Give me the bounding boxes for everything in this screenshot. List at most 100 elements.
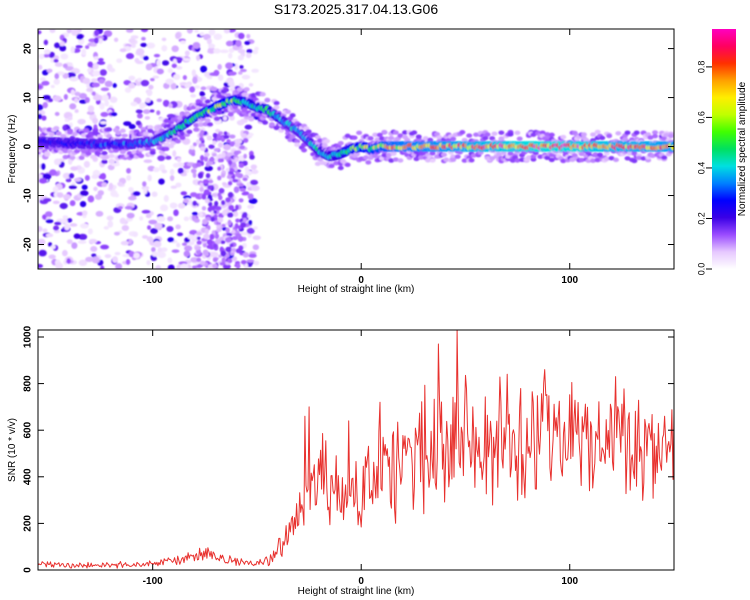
spectrogram-cell: [147, 225, 152, 230]
snr-x-axis-label: Height of straight line (km): [298, 586, 415, 597]
spectrogram-cell: [289, 134, 296, 139]
spectrogram-cell: [516, 136, 523, 141]
spectrogram-cell: [44, 151, 51, 156]
spectrogram-cell: [491, 131, 498, 136]
spectrogram-cell: [147, 174, 152, 182]
spectrogram-cell: [107, 220, 114, 228]
spectrogram-cell: [199, 131, 204, 138]
spectrogram-cell: [68, 158, 73, 165]
spectrogram-cell: [149, 109, 155, 113]
spectrogram-cells: [38, 29, 674, 269]
y-tick-label: 0: [23, 567, 34, 573]
spectrogram-cell: [209, 251, 219, 258]
spectrogram-cell: [202, 218, 208, 225]
spectrogram-cell: [170, 82, 177, 90]
spectrogram-cell: [500, 150, 507, 156]
spectrogram-cell: [220, 250, 227, 257]
spectrogram-cell: [50, 245, 56, 250]
spectrogram-cell: [101, 94, 109, 102]
spectrogram-cell: [560, 134, 567, 140]
spectrogram-cell: [59, 41, 65, 47]
spectrogram-cell: [93, 186, 98, 192]
spectrogram-cell: [106, 127, 113, 132]
spectrogram-cell: [91, 78, 98, 83]
spectrogram-cell: [213, 210, 218, 214]
snr-plot-area: [38, 330, 674, 570]
spectrogram-cell: [213, 243, 218, 249]
spectrogram-cell: [119, 217, 127, 225]
spectrogram-cell: [53, 78, 60, 85]
spectrogram-cell: [227, 212, 234, 218]
spectrogram-cell: [156, 124, 163, 130]
spectrogram-cell: [38, 64, 43, 70]
spectrogram-cell: [192, 76, 198, 84]
spectrogram-cell: [211, 192, 218, 197]
spectrogram-cell: [139, 216, 144, 221]
spectrogram-cell: [344, 133, 351, 139]
spectrogram-cell: [153, 53, 161, 58]
spectrogram-cell: [194, 85, 201, 89]
spectrogram-cell: [174, 139, 181, 144]
spectrogram-cell: [145, 213, 152, 219]
spectrogram-cell: [53, 95, 62, 102]
spectrogram-cell: [62, 63, 68, 69]
spectrogram-cell: [227, 192, 234, 198]
spectrogram-cell: [96, 134, 103, 139]
spectrogram-cell: [82, 210, 88, 216]
spectrogram-cell: [126, 167, 131, 174]
spectrogram-cell: [155, 265, 162, 269]
spectrogram-cell: [381, 153, 388, 158]
spectrogram-cell: [207, 185, 213, 190]
spectrogram-cell: [244, 124, 253, 130]
spectrogram-cell: [229, 243, 234, 248]
spectrogram-cell: [93, 37, 99, 44]
spectrogram-cell: [176, 157, 182, 163]
spectrogram-cell: [381, 129, 388, 135]
spectrogram-cell: [150, 228, 158, 234]
spectrogram-cell: [191, 211, 198, 216]
spectrogram-cell: [52, 200, 60, 205]
spectrogram-cell: [287, 116, 294, 121]
spectrogram-cell: [135, 109, 143, 114]
spectrogram-cell: [86, 87, 94, 93]
spectrogram-cell: [215, 228, 222, 232]
spectrogram-cell: [142, 131, 149, 136]
spectrogram-cell: [42, 69, 49, 76]
spectrogram-cell: [71, 131, 78, 137]
spectrogram-cell: [183, 216, 190, 222]
spectrogram-cell: [186, 29, 193, 34]
y-tick-label: -20: [23, 237, 34, 252]
spectrogram-cell: [142, 235, 149, 239]
colorbar-scale: [712, 29, 736, 269]
spectrogram-cell: [196, 231, 202, 236]
spectrogram-cell: [203, 189, 210, 195]
spectrogram-cell: [151, 246, 156, 253]
spectrogram-cell: [208, 29, 216, 36]
spectrogram-cell: [450, 154, 457, 159]
x-tick-label: 0: [358, 275, 364, 286]
spectrogram-cell: [251, 68, 260, 73]
spectrogram-x-axis-label: Height of straight line (km): [298, 284, 415, 295]
spectrogram-cell: [507, 151, 514, 156]
spectrogram-cell: [215, 205, 222, 211]
spectrogram-cell: [156, 216, 166, 222]
spectrogram-cell: [67, 130, 74, 135]
spectrogram-cell: [128, 38, 136, 44]
spectrogram-cell: [48, 254, 56, 260]
spectrogram-cell: [167, 257, 173, 264]
spectrogram-cell: [252, 235, 262, 241]
spectrogram-cell: [67, 72, 76, 78]
spectrogram-cell: [172, 162, 180, 168]
spectrogram-cell: [249, 154, 255, 160]
spectrogram-cell: [40, 163, 46, 170]
spectrogram-cell: [205, 216, 211, 221]
spectrogram-cell: [213, 33, 223, 40]
spectrogram-cell: [150, 77, 155, 82]
spectrogram-cell: [103, 226, 109, 230]
spectrogram-cell: [429, 151, 436, 156]
spectrogram-cell: [88, 238, 98, 244]
spectrogram-cell: [166, 226, 174, 233]
spectrogram-cell: [206, 239, 213, 245]
spectrogram-cell: [90, 42, 97, 47]
spectrogram-cell: [631, 151, 638, 156]
